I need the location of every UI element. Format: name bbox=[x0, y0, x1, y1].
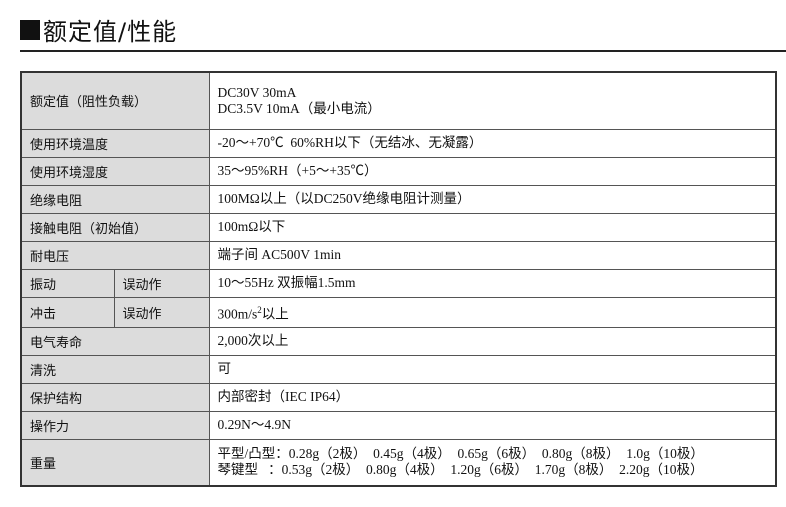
row-value: 内部密封（IEC IP64） bbox=[208, 382, 777, 412]
row-label: 清洗 bbox=[20, 354, 210, 384]
table-row: 使用环境湿度 35～95%RH（+5～+35℃） bbox=[20, 156, 777, 186]
row-value: 0.29N～4.9N bbox=[208, 410, 777, 440]
table-row: 操作力 0.29N～4.9N bbox=[20, 410, 777, 440]
row-sublabel: 误动作 bbox=[113, 296, 210, 328]
row-label: 重量 bbox=[20, 438, 210, 487]
row-label: 操作力 bbox=[20, 410, 210, 440]
value-line: DC30V 30mA bbox=[217, 84, 297, 100]
table-row: 耐电压 端子间 AC500V 1min bbox=[20, 240, 777, 270]
row-value: 可 bbox=[208, 354, 777, 384]
square-bullet-icon bbox=[20, 19, 40, 40]
table-row: 绝缘电阻 100MΩ以上（以DC250V绝缘电阻计测量） bbox=[20, 184, 777, 214]
table-row: 额定值（阻性负载） DC30V 30mA DC3.5V 10mA（最小电流） bbox=[20, 71, 777, 130]
table-row: 保护结构 内部密封（IEC IP64） bbox=[20, 382, 777, 412]
row-label: 使用环境温度 bbox=[20, 128, 210, 158]
value-line: DC3.5V 10mA（最小电流） bbox=[217, 100, 381, 116]
row-label: 振动 bbox=[20, 268, 115, 298]
value-text: 以上 bbox=[261, 306, 289, 322]
row-value: 端子间 AC500V 1min bbox=[208, 240, 777, 270]
row-label: 冲击 bbox=[20, 296, 115, 328]
row-value: 2,000次以上 bbox=[208, 326, 777, 356]
row-value: 平型/凸型：0.28g（2极） 0.45g（4极） 0.65g（6极） 0.80… bbox=[208, 438, 777, 487]
value-text: 300m/s bbox=[217, 306, 258, 322]
spec-table: 额定值（阻性负载） DC30V 30mA DC3.5V 10mA（最小电流） 使用环… bbox=[20, 71, 777, 487]
row-label: 保护结构 bbox=[20, 382, 210, 412]
row-value: 35～95%RH（+5～+35℃） bbox=[208, 156, 777, 186]
table-row: 使用环境温度 -20～+70℃ 60%RH以下（无结冰、无凝露） bbox=[20, 128, 777, 158]
value-line: 琴键型 ：0.53g（2极） 0.80g（4极） 1.20g（6极） 1.70g… bbox=[217, 462, 704, 478]
row-value: 300m/s2以上 bbox=[208, 296, 777, 328]
table-row: 接触电阻（初始值） 100mΩ以下 bbox=[20, 212, 777, 242]
row-value: 10～55Hz 双振幅1.5mm bbox=[208, 268, 777, 298]
row-label: 接触电阻（初始值） bbox=[20, 212, 210, 242]
title-divider bbox=[20, 50, 786, 52]
value-line: 平型/凸型：0.28g（2极） 0.45g（4极） 0.65g（6极） 0.80… bbox=[217, 446, 704, 462]
row-sublabel: 误动作 bbox=[113, 268, 210, 298]
section-title: 额定值/性能 bbox=[20, 12, 177, 47]
table-row: 冲击 误动作 300m/s2以上 bbox=[20, 296, 777, 328]
row-value: 100mΩ以下 bbox=[208, 212, 777, 242]
table-row: 重量 平型/凸型：0.28g（2极） 0.45g（4极） 0.65g（6极） 0.… bbox=[20, 438, 777, 487]
table-row: 电气寿命 2,000次以上 bbox=[20, 326, 777, 356]
row-value: DC30V 30mA DC3.5V 10mA（最小电流） bbox=[208, 71, 777, 130]
row-label: 电气寿命 bbox=[20, 326, 210, 356]
row-value: 100MΩ以上（以DC250V绝缘电阻计测量） bbox=[208, 184, 777, 214]
row-label: 耐电压 bbox=[20, 240, 210, 270]
superscript: 2 bbox=[257, 304, 262, 315]
row-label: 使用环境湿度 bbox=[20, 156, 210, 186]
row-label: 额定值（阻性负载） bbox=[20, 71, 210, 130]
section-title-text: 额定值/性能 bbox=[43, 18, 178, 46]
table-row: 清洗可 bbox=[20, 354, 777, 384]
row-label: 绝缘电阻 bbox=[20, 184, 210, 214]
table-row: 振动 误动作 10～55Hz 双振幅1.5mm bbox=[20, 268, 777, 298]
row-value: -20～+70℃ 60%RH以下（无结冰、无凝露） bbox=[208, 128, 777, 158]
